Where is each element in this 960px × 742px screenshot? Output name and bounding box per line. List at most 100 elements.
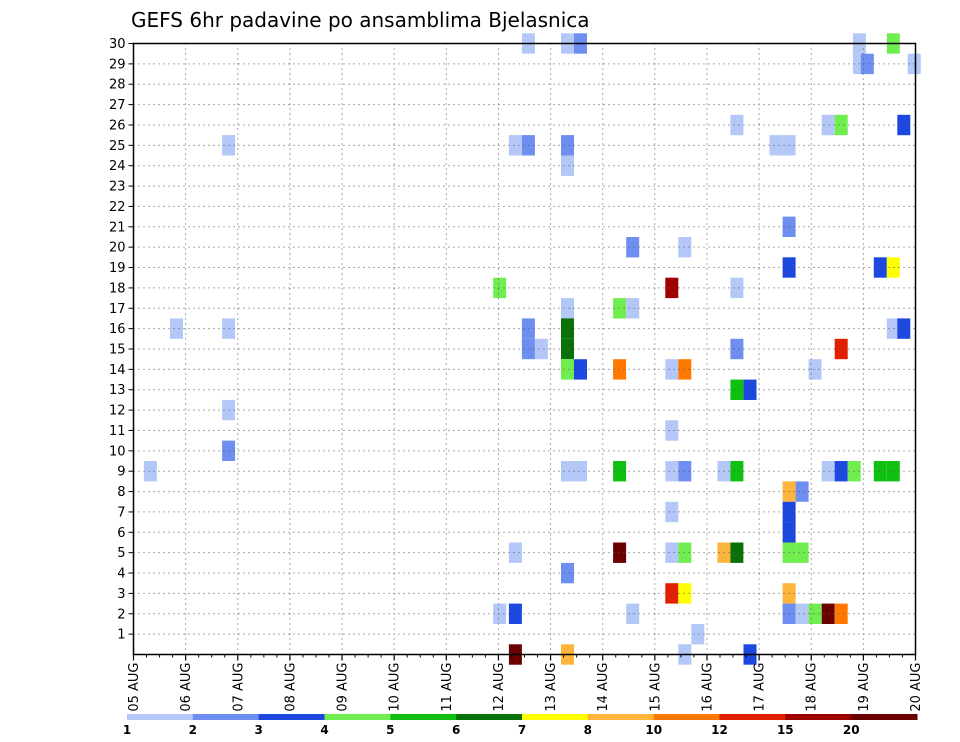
cell-18 bbox=[561, 135, 574, 156]
legend-label-5: 5 bbox=[386, 723, 394, 737]
y-tick-label-12: 12 bbox=[109, 404, 126, 419]
cell-10 bbox=[508, 603, 522, 624]
cell-47 bbox=[678, 542, 692, 563]
cell-34 bbox=[626, 237, 640, 258]
cell-61 bbox=[769, 135, 783, 156]
y-tick-label-28: 28 bbox=[109, 78, 126, 93]
cell-15 bbox=[521, 338, 535, 360]
y-tick-label-29: 29 bbox=[109, 57, 126, 72]
y-axis: 1234567891011121314151617181920212223242… bbox=[109, 37, 134, 643]
y-tick-label-13: 13 bbox=[109, 383, 126, 398]
cell-22 bbox=[561, 338, 574, 360]
cell-57 bbox=[730, 461, 744, 482]
cell-45 bbox=[678, 359, 692, 380]
y-tick-label-22: 22 bbox=[109, 200, 126, 215]
legend-swatch-8 bbox=[653, 714, 720, 720]
legend-swatch-3 bbox=[324, 714, 391, 720]
cell-73 bbox=[795, 603, 809, 624]
cell-72 bbox=[795, 542, 809, 563]
x-tick-label-12: 17 AUG bbox=[753, 663, 768, 712]
x-tick-label-11: 16 AUG bbox=[700, 663, 715, 712]
cell-53 bbox=[730, 114, 744, 136]
y-tick-label-2: 2 bbox=[117, 607, 125, 622]
legend-label-10: 10 bbox=[645, 723, 662, 737]
x-tick-label-5: 10 AUG bbox=[388, 663, 403, 712]
grid-layer bbox=[133, 43, 916, 655]
x-tick-label-6: 11 AUG bbox=[440, 663, 455, 712]
legend-label-7: 7 bbox=[518, 723, 526, 737]
legend-swatch-1 bbox=[192, 714, 260, 720]
cell-41 bbox=[665, 501, 679, 523]
cell-71 bbox=[795, 481, 809, 502]
y-tick-label-3: 3 bbox=[117, 587, 125, 602]
cell-6 bbox=[493, 277, 507, 299]
legend-label-8: 8 bbox=[584, 723, 592, 737]
y-tick-label-30: 30 bbox=[109, 37, 126, 52]
cell-43 bbox=[665, 583, 679, 604]
cell-28 bbox=[574, 359, 587, 380]
y-tick-label-9: 9 bbox=[117, 465, 125, 480]
cell-19 bbox=[561, 155, 574, 176]
legend-label-4: 4 bbox=[320, 723, 328, 737]
cell-42 bbox=[665, 542, 679, 563]
y-tick-label-20: 20 bbox=[109, 241, 126, 256]
cell-55 bbox=[730, 338, 744, 360]
y-tick-label-18: 18 bbox=[109, 281, 126, 296]
cell-33 bbox=[613, 542, 627, 563]
x-tick-label-4: 09 AUG bbox=[336, 663, 351, 712]
cell-24 bbox=[561, 461, 574, 482]
cell-44 bbox=[678, 237, 692, 258]
cell-91 bbox=[886, 318, 900, 339]
legend-swatch-5 bbox=[456, 714, 523, 720]
x-tick-label-0: 05 AUG bbox=[127, 663, 142, 712]
cell-76 bbox=[821, 114, 835, 136]
y-tick-label-4: 4 bbox=[117, 567, 125, 582]
cell-1 bbox=[170, 318, 183, 339]
chart-title: GEFS 6hr padavine po ansamblima Bjelasni… bbox=[131, 8, 590, 32]
cell-29 bbox=[574, 461, 587, 482]
cell-32 bbox=[613, 461, 627, 482]
legend-swatch-2 bbox=[258, 714, 325, 720]
cell-16 bbox=[534, 338, 548, 360]
cell-87 bbox=[873, 257, 887, 278]
legend-label-6: 6 bbox=[452, 723, 460, 737]
cell-79 bbox=[834, 114, 848, 136]
x-tick-label-14: 19 AUG bbox=[857, 663, 872, 712]
cell-38 bbox=[665, 359, 679, 380]
cell-54 bbox=[730, 277, 744, 299]
cell-13 bbox=[521, 135, 535, 156]
cell-20 bbox=[561, 298, 574, 319]
y-tick-label-26: 26 bbox=[109, 118, 126, 133]
cell-36 bbox=[626, 603, 640, 624]
legend-swatch-7 bbox=[587, 714, 655, 720]
x-tick-label-15: 20 AUG bbox=[909, 663, 924, 712]
cell-50 bbox=[691, 624, 705, 645]
cell-58 bbox=[730, 542, 744, 563]
y-tick-label-14: 14 bbox=[109, 363, 126, 378]
legend-swatch-6 bbox=[522, 714, 589, 720]
legend-swatch-9 bbox=[719, 714, 786, 720]
cell-31 bbox=[613, 359, 627, 380]
x-tick-label-10: 15 AUG bbox=[648, 663, 663, 712]
legend-swatch-10 bbox=[785, 714, 852, 720]
x-tick-label-3: 08 AUG bbox=[283, 663, 298, 712]
cell-82 bbox=[834, 603, 848, 624]
x-tick-label-1: 06 AUG bbox=[179, 663, 194, 712]
legend-swatch-11 bbox=[851, 714, 918, 720]
cell-59 bbox=[743, 379, 757, 400]
cell-88 bbox=[873, 461, 887, 482]
y-tick-label-17: 17 bbox=[109, 302, 126, 317]
cell-77 bbox=[821, 461, 835, 482]
cell-37 bbox=[665, 277, 679, 299]
cell-21 bbox=[561, 318, 574, 339]
cell-75 bbox=[808, 603, 822, 624]
cell-39 bbox=[665, 420, 679, 441]
cell-7 bbox=[493, 603, 507, 624]
cell-46 bbox=[678, 461, 692, 482]
cell-92 bbox=[886, 461, 900, 482]
legend-swatch-4 bbox=[390, 714, 457, 720]
legend-label-3: 3 bbox=[255, 723, 263, 737]
y-tick-label-8: 8 bbox=[117, 485, 125, 500]
cell-90 bbox=[886, 257, 900, 278]
